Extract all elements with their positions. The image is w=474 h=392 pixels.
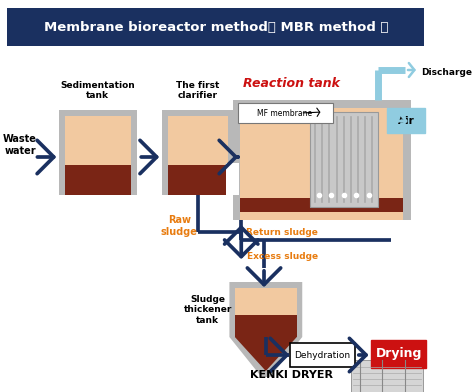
Bar bbox=[233, 100, 410, 220]
Text: Waste
water: Waste water bbox=[3, 134, 37, 156]
Bar bbox=[310, 112, 378, 207]
Bar bbox=[167, 165, 228, 195]
Text: KENKI DRYER: KENKI DRYER bbox=[250, 370, 333, 380]
Text: Dehydration: Dehydration bbox=[294, 350, 350, 359]
Bar bbox=[64, 165, 131, 195]
Bar bbox=[240, 198, 403, 212]
Bar bbox=[387, 108, 425, 133]
Text: Membrane bioreactor method（ MBR method ）: Membrane bioreactor method（ MBR method ） bbox=[44, 20, 388, 33]
Text: MF membrane: MF membrane bbox=[257, 109, 312, 118]
Bar bbox=[235, 288, 297, 337]
Text: Drying: Drying bbox=[375, 347, 422, 361]
Polygon shape bbox=[229, 282, 302, 377]
Bar bbox=[350, 360, 423, 392]
Text: Sludge
thickener
tank: Sludge thickener tank bbox=[183, 295, 232, 325]
Bar bbox=[162, 110, 233, 195]
Bar bbox=[240, 108, 403, 220]
Text: Discharge: Discharge bbox=[421, 67, 473, 76]
Text: Raw
sludge: Raw sludge bbox=[161, 215, 198, 237]
Bar bbox=[290, 343, 355, 367]
Bar bbox=[372, 340, 426, 368]
Bar bbox=[235, 315, 297, 337]
Text: Return sludge: Return sludge bbox=[246, 228, 318, 237]
Bar bbox=[226, 163, 238, 195]
Bar bbox=[7, 8, 424, 46]
Bar bbox=[167, 116, 228, 195]
Polygon shape bbox=[235, 337, 297, 371]
Text: The first
clarifier: The first clarifier bbox=[176, 81, 219, 100]
Text: Reaction tank: Reaction tank bbox=[243, 77, 340, 90]
Text: Air: Air bbox=[398, 116, 414, 126]
Text: Sedimentation
tank: Sedimentation tank bbox=[60, 81, 135, 100]
Bar bbox=[59, 110, 137, 195]
Bar bbox=[64, 116, 131, 195]
Text: Excess sludge: Excess sludge bbox=[246, 252, 318, 261]
Bar bbox=[237, 103, 333, 123]
